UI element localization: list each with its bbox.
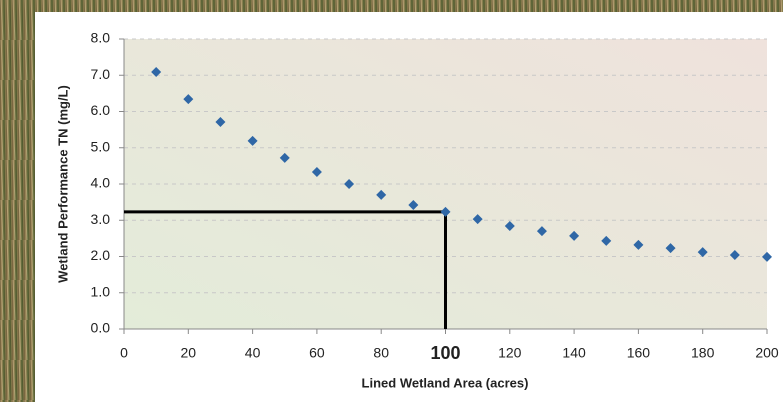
y-axis-title: Wetland Performance TN (mg/L) — [55, 85, 70, 283]
data-point — [344, 179, 355, 189]
data-point — [633, 239, 644, 250]
data-point — [729, 250, 740, 261]
y-tick-label: 1.0 — [91, 283, 111, 299]
data-point — [601, 235, 612, 246]
x-tick-label: 160 — [627, 345, 651, 361]
data-point — [408, 200, 419, 211]
data-point — [311, 167, 322, 178]
x-axis-title: Lined Wetland Area (acres) — [362, 375, 529, 390]
data-point — [183, 94, 194, 105]
x-tick-label: 0 — [120, 345, 128, 361]
x-tick-label: 120 — [498, 345, 522, 361]
x-tick-label: 140 — [562, 345, 586, 361]
data-point — [536, 226, 547, 237]
data-point — [665, 243, 676, 254]
y-tick-label: 7.0 — [91, 66, 111, 82]
data-point — [569, 230, 580, 241]
x-tick-label: 100 — [430, 343, 460, 363]
data-point — [440, 206, 451, 217]
y-tick-label: 4.0 — [91, 175, 111, 191]
x-tick-label: 180 — [691, 345, 715, 361]
data-point — [762, 251, 772, 262]
y-tick-label: 3.0 — [91, 211, 111, 227]
data-point — [376, 189, 387, 200]
y-tick-label: 8.0 — [91, 30, 111, 46]
data-point — [279, 152, 290, 163]
y-tick-label: 5.0 — [91, 138, 111, 154]
data-point — [472, 214, 483, 225]
y-tick-label: 0.0 — [91, 320, 111, 336]
data-point — [697, 247, 708, 258]
x-tick-label: 80 — [373, 345, 389, 361]
x-tick-label: 40 — [245, 345, 261, 361]
data-point — [247, 135, 258, 146]
data-point — [151, 66, 162, 77]
data-point — [504, 221, 515, 232]
y-tick-label: 6.0 — [91, 102, 111, 118]
x-tick-label: 60 — [309, 345, 325, 361]
data-point — [215, 117, 226, 128]
x-tick-label: 200 — [755, 345, 779, 361]
x-tick-label: 20 — [181, 345, 197, 361]
y-tick-label: 2.0 — [91, 247, 111, 263]
